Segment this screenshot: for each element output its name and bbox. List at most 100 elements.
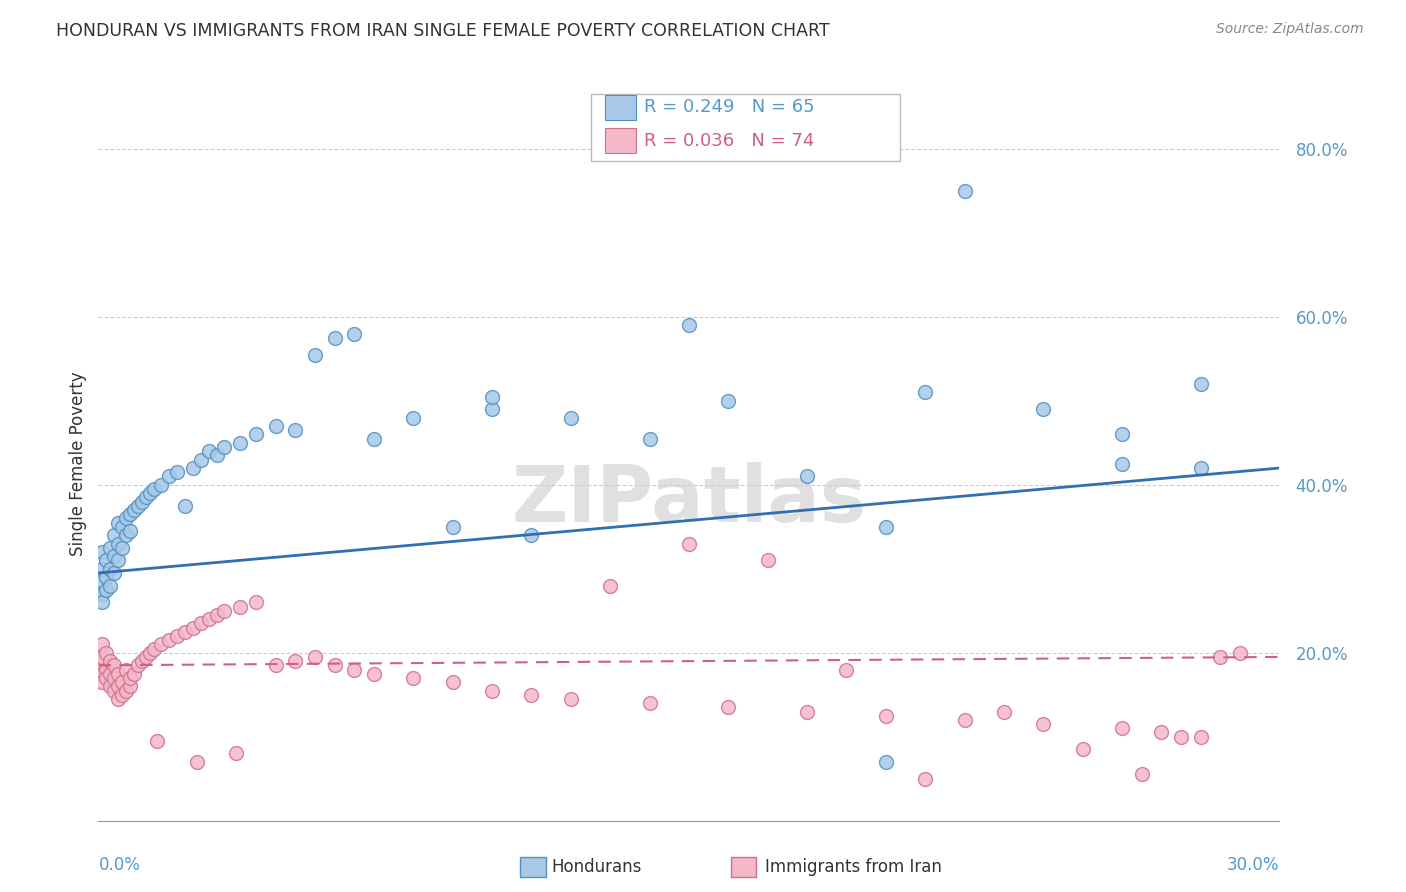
- Point: [174, 624, 197, 639]
- Point: [166, 629, 188, 643]
- Point: [91, 658, 114, 673]
- Point: [111, 541, 134, 555]
- Point: [284, 423, 307, 437]
- Point: [174, 499, 197, 513]
- Point: [103, 658, 125, 673]
- Point: [1111, 427, 1133, 442]
- Point: [363, 666, 385, 681]
- Point: [118, 671, 141, 685]
- Point: [1130, 767, 1153, 781]
- Point: [1170, 730, 1192, 744]
- Point: [96, 663, 118, 677]
- Point: [115, 683, 138, 698]
- Point: [1111, 457, 1133, 471]
- Point: [138, 646, 160, 660]
- Point: [111, 520, 134, 534]
- Point: [717, 700, 740, 714]
- Point: [323, 331, 346, 345]
- Point: [91, 637, 114, 651]
- Point: [402, 410, 425, 425]
- Point: [197, 444, 219, 458]
- Point: [1189, 377, 1212, 392]
- Point: [107, 553, 129, 567]
- Point: [91, 595, 114, 609]
- Point: [127, 499, 149, 513]
- Point: [186, 755, 208, 769]
- Point: [520, 688, 543, 702]
- Text: 30.0%: 30.0%: [1227, 855, 1279, 873]
- Point: [481, 390, 503, 404]
- Point: [1189, 461, 1212, 475]
- Point: [91, 666, 114, 681]
- Point: [138, 486, 160, 500]
- Point: [135, 491, 157, 505]
- Point: [98, 578, 121, 592]
- Text: 0.0%: 0.0%: [98, 855, 141, 873]
- Point: [638, 696, 661, 710]
- Point: [343, 326, 366, 341]
- Point: [135, 649, 157, 664]
- Point: [1071, 742, 1094, 756]
- Point: [717, 393, 740, 408]
- Point: [91, 649, 114, 664]
- Point: [181, 621, 204, 635]
- Point: [205, 607, 228, 622]
- Point: [560, 692, 582, 706]
- Point: [107, 666, 129, 681]
- Point: [111, 688, 134, 702]
- Point: [1189, 730, 1212, 744]
- Text: R = 0.249   N = 65: R = 0.249 N = 65: [644, 98, 814, 116]
- Point: [103, 528, 125, 542]
- Point: [111, 675, 134, 690]
- Point: [214, 440, 236, 454]
- Point: [91, 675, 114, 690]
- Point: [205, 449, 228, 463]
- Point: [678, 536, 700, 550]
- Point: [98, 562, 121, 576]
- Point: [96, 582, 118, 597]
- Point: [150, 637, 173, 651]
- Point: [107, 536, 129, 550]
- Point: [96, 671, 118, 685]
- Point: [264, 658, 287, 673]
- Point: [157, 469, 180, 483]
- Point: [146, 734, 169, 748]
- Point: [190, 452, 212, 467]
- Point: [96, 646, 118, 660]
- Point: [441, 675, 464, 690]
- Text: Immigrants from Iran: Immigrants from Iran: [765, 858, 942, 876]
- Y-axis label: Single Female Poverty: Single Female Poverty: [69, 372, 87, 556]
- Point: [118, 679, 141, 693]
- Point: [96, 570, 118, 584]
- Point: [678, 318, 700, 333]
- Point: [638, 432, 661, 446]
- Text: HONDURAN VS IMMIGRANTS FROM IRAN SINGLE FEMALE POVERTY CORRELATION CHART: HONDURAN VS IMMIGRANTS FROM IRAN SINGLE …: [56, 22, 830, 40]
- Point: [103, 683, 125, 698]
- Point: [122, 503, 145, 517]
- Point: [1032, 402, 1054, 417]
- Point: [190, 616, 212, 631]
- Point: [131, 654, 153, 668]
- Point: [107, 516, 129, 530]
- Point: [875, 520, 897, 534]
- Point: [875, 708, 897, 723]
- Point: [229, 599, 252, 614]
- Point: [142, 482, 165, 496]
- Point: [481, 683, 503, 698]
- Point: [304, 649, 326, 664]
- Point: [953, 713, 976, 727]
- Point: [91, 562, 114, 576]
- Point: [107, 692, 129, 706]
- Point: [560, 410, 582, 425]
- Point: [993, 705, 1015, 719]
- Point: [481, 402, 503, 417]
- Point: [127, 658, 149, 673]
- Point: [181, 461, 204, 475]
- Point: [835, 663, 858, 677]
- Point: [118, 507, 141, 521]
- Point: [245, 595, 267, 609]
- Text: Hondurans: Hondurans: [551, 858, 641, 876]
- Point: [914, 772, 936, 786]
- Point: [91, 587, 114, 601]
- Point: [142, 641, 165, 656]
